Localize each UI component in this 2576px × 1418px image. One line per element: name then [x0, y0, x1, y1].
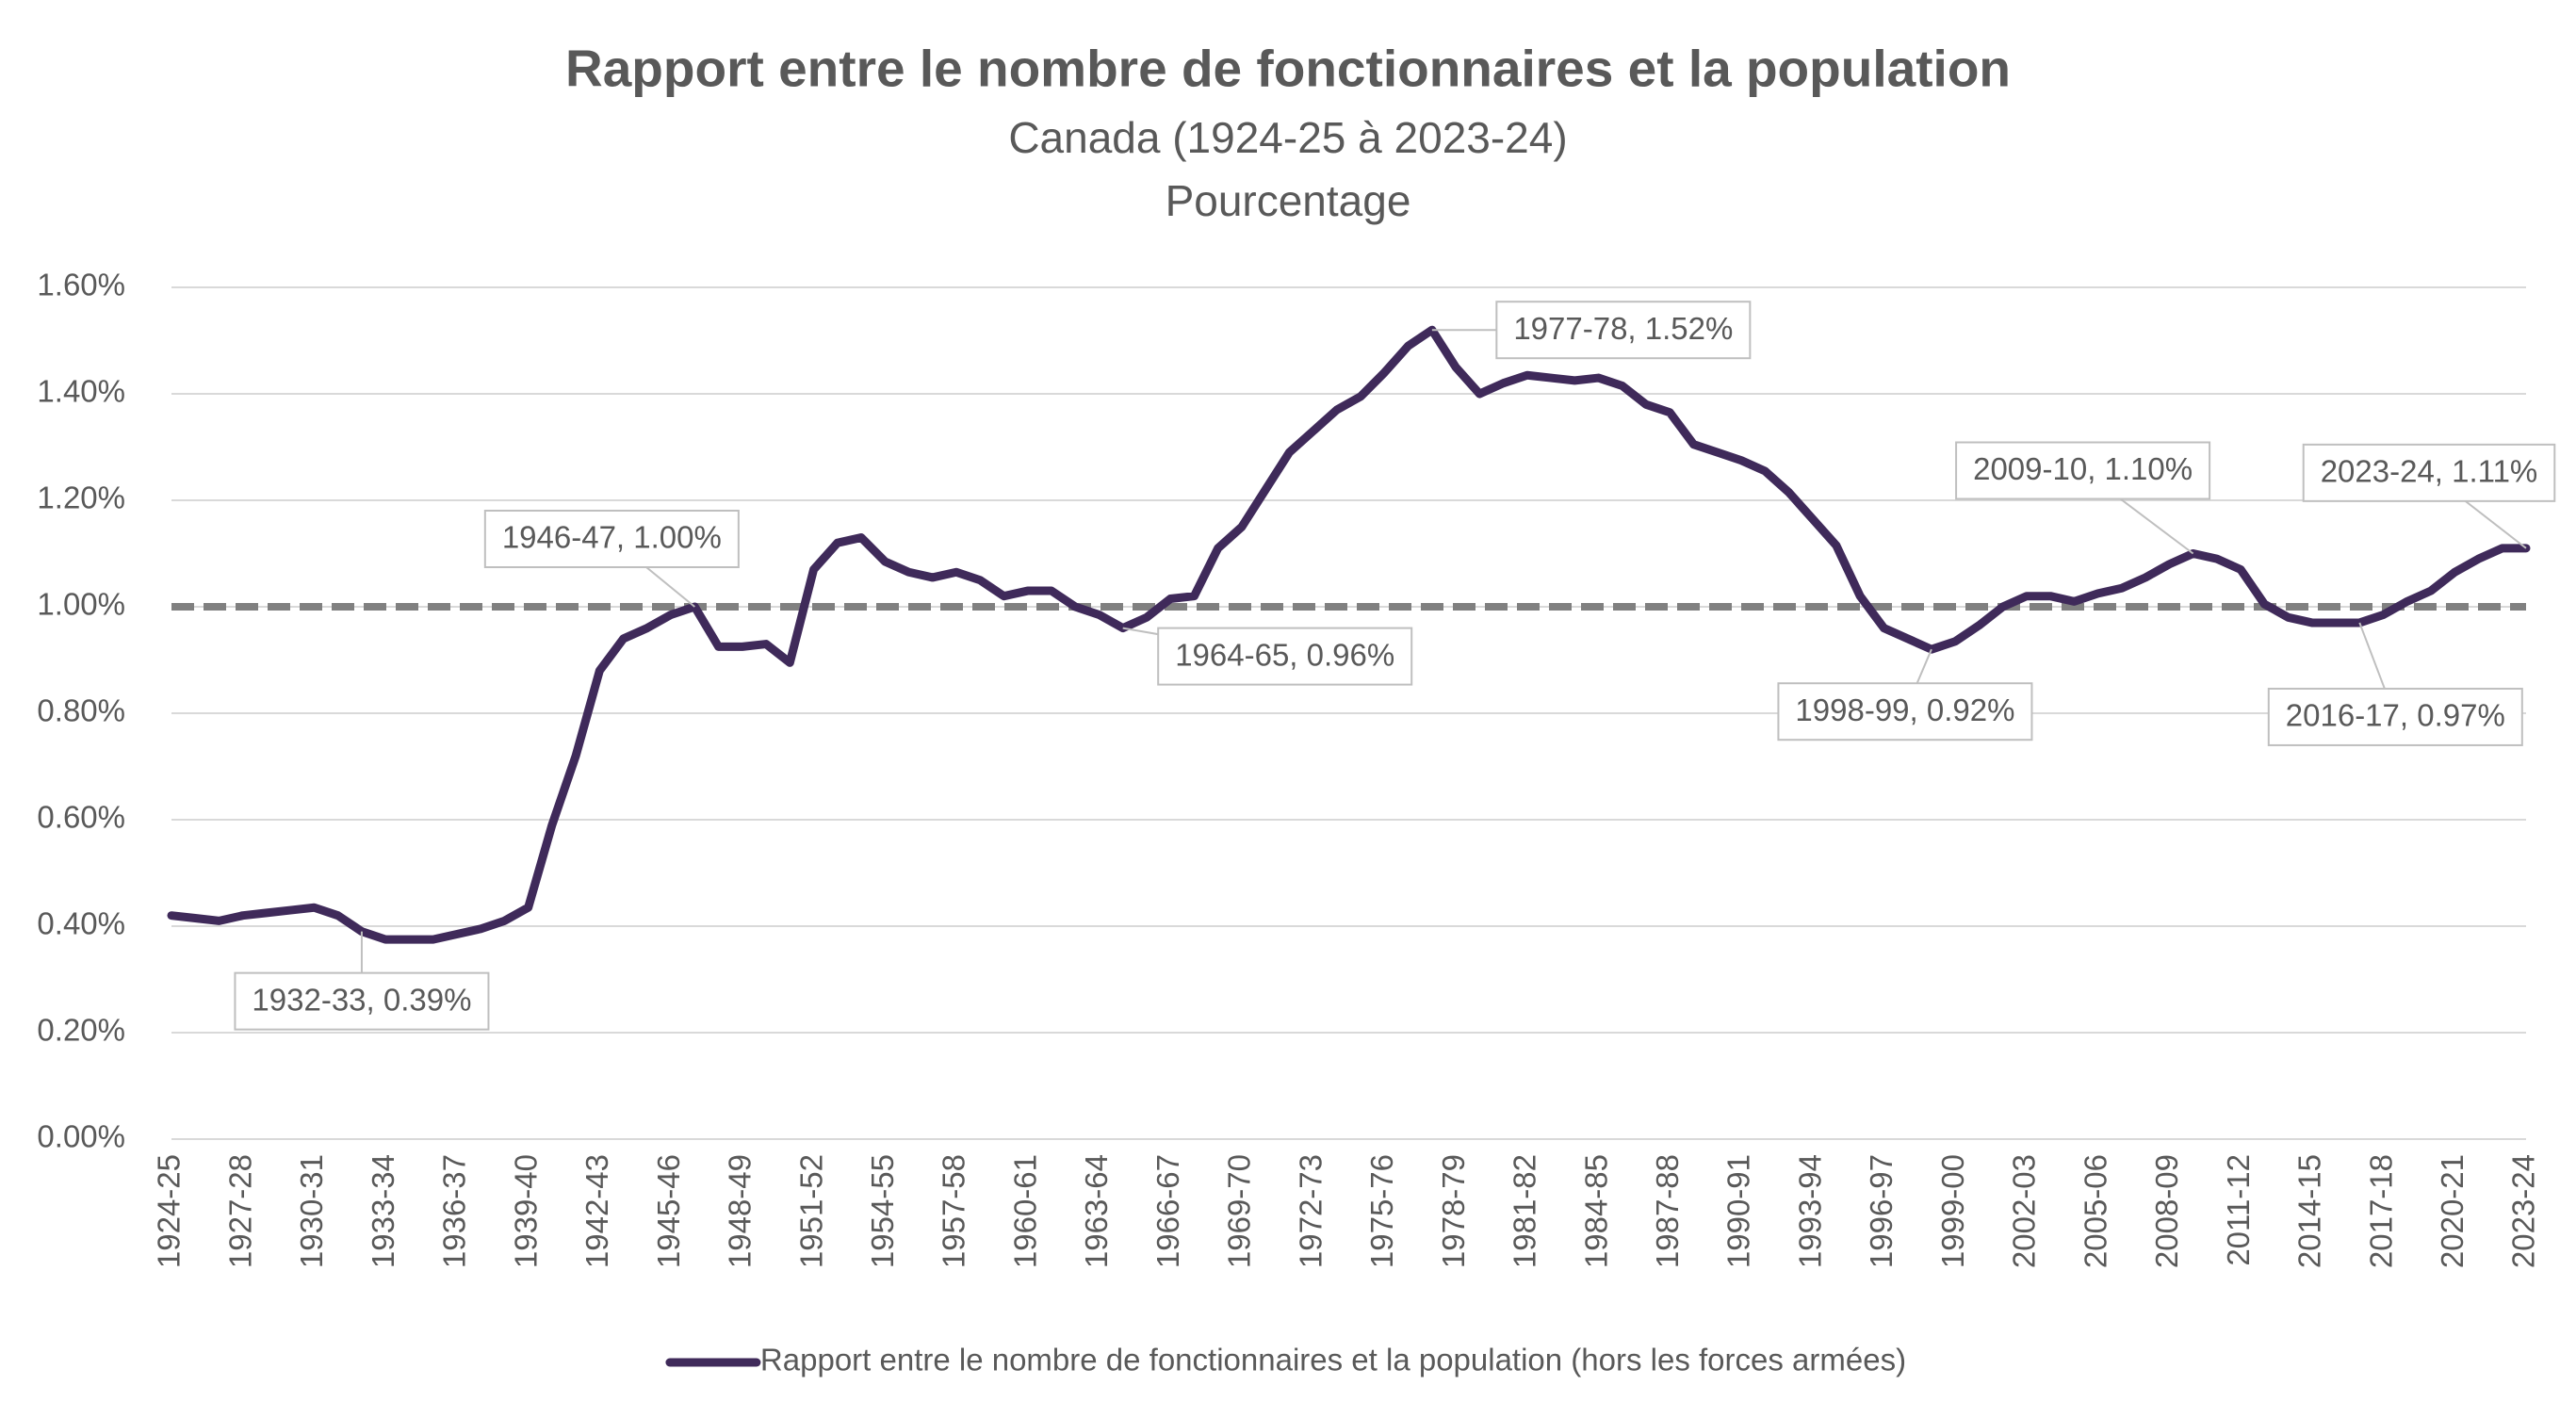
data-label-text: 2016-17, 0.97% — [2286, 698, 2505, 733]
label-box — [1955, 441, 2211, 500]
data-label: 1932-33, 0.39% — [234, 931, 490, 1031]
legend-label: Rapport entre le nombre de fonctionnaire… — [760, 1343, 1906, 1377]
x-tick-label: 2008-09 — [2149, 1154, 2184, 1268]
data-label-text: 1946-47, 1.00% — [502, 520, 722, 555]
x-tick-label: 1993-94 — [1792, 1154, 1827, 1268]
data-label-text: 1964-65, 0.96% — [1175, 637, 1394, 672]
x-tick-label: 1975-76 — [1364, 1154, 1399, 1268]
y-tick-label: 0.00% — [37, 1119, 125, 1154]
label-box — [2302, 443, 2556, 502]
chart-title: Rapport entre le nombre de fonctionnaire… — [565, 40, 2011, 98]
data-label-text: 2023-24, 1.11% — [2321, 454, 2538, 489]
x-tick-label: 1957-58 — [937, 1154, 971, 1268]
label-box — [1157, 627, 1413, 686]
x-tick-label: 1933-34 — [366, 1154, 400, 1268]
x-tick-label: 1990-91 — [1721, 1154, 1756, 1268]
data-line — [167, 325, 2531, 944]
chart-subtitle: Pourcentage — [1166, 176, 1411, 225]
x-tick-label: 1987-88 — [1650, 1154, 1685, 1268]
data-label-text: 1977-78, 1.52% — [1513, 311, 1733, 346]
x-tick-label: 1978-79 — [1436, 1154, 1471, 1268]
data-label: 2009-10, 1.10% — [1955, 441, 2211, 555]
x-tick-label: 1942-43 — [579, 1154, 614, 1268]
x-tick-label: 1936-37 — [437, 1154, 472, 1268]
data-label-text: 1998-99, 0.92% — [1795, 693, 2014, 727]
data-label: 2023-24, 1.11% — [2302, 443, 2556, 549]
label-box — [1777, 682, 2033, 742]
data-label-text: 2009-10, 1.10% — [1973, 451, 2193, 486]
data-label: 1946-47, 1.00% — [483, 510, 740, 608]
x-tick-label: 1948-49 — [723, 1154, 758, 1268]
x-tick-label: 1945-46 — [651, 1154, 686, 1268]
x-tick-label: 1972-73 — [1293, 1154, 1328, 1268]
x-tick-label: 1927-28 — [222, 1154, 257, 1268]
x-tick-label: 1999-00 — [1935, 1154, 1970, 1268]
x-tick-label: 1954-55 — [865, 1154, 900, 1268]
x-tick-label: 1930-31 — [294, 1154, 329, 1268]
x-tick-label: 1984-85 — [1578, 1154, 1613, 1268]
x-tick-label: 2014-15 — [2292, 1154, 2327, 1268]
label-box — [483, 510, 740, 568]
data-label: 1964-65, 0.96% — [1122, 627, 1413, 686]
label-box — [1495, 301, 1752, 360]
data-label: 1998-99, 0.92% — [1777, 648, 2033, 742]
x-tick-label: 1963-64 — [1079, 1154, 1114, 1268]
y-tick-label: 0.20% — [37, 1013, 125, 1048]
chart-subtitle: Canada (1924-25 à 2023-24) — [1008, 113, 1567, 162]
x-tick-label: 1996-97 — [1864, 1154, 1899, 1268]
y-tick-label: 0.80% — [37, 693, 125, 728]
x-tick-label: 1924-25 — [152, 1154, 187, 1268]
x-tick-label: 2011-12 — [2221, 1154, 2256, 1266]
x-tick-label: 2023-24 — [2506, 1154, 2541, 1268]
x-tick-label: 2002-03 — [2007, 1154, 2042, 1268]
y-tick-label: 0.40% — [37, 906, 125, 941]
y-tick-label: 1.00% — [37, 587, 125, 622]
x-tick-label: 1966-67 — [1150, 1154, 1185, 1268]
x-tick-label: 2020-21 — [2435, 1154, 2470, 1268]
y-tick-label: 0.60% — [37, 800, 125, 835]
y-tick-label: 1.40% — [37, 374, 125, 409]
y-tick-label: 1.60% — [37, 268, 125, 302]
x-tick-label: 1951-52 — [793, 1154, 828, 1268]
label-box — [234, 971, 490, 1031]
x-tick-label: 2017-18 — [2363, 1154, 2398, 1268]
label-box — [2267, 687, 2523, 746]
data-label: 2016-17, 0.97% — [2267, 622, 2523, 746]
y-tick-label: 1.20% — [37, 481, 125, 515]
x-tick-label: 2005-06 — [2078, 1154, 2112, 1268]
data-label: 1977-78, 1.52% — [1431, 301, 1752, 360]
x-tick-label: 1981-82 — [1508, 1154, 1542, 1268]
x-tick-label: 1960-61 — [1007, 1154, 1042, 1268]
x-tick-label: 1969-70 — [1222, 1154, 1257, 1268]
x-tick-label: 1939-40 — [508, 1154, 543, 1268]
data-label-text: 1932-33, 0.39% — [252, 982, 471, 1017]
